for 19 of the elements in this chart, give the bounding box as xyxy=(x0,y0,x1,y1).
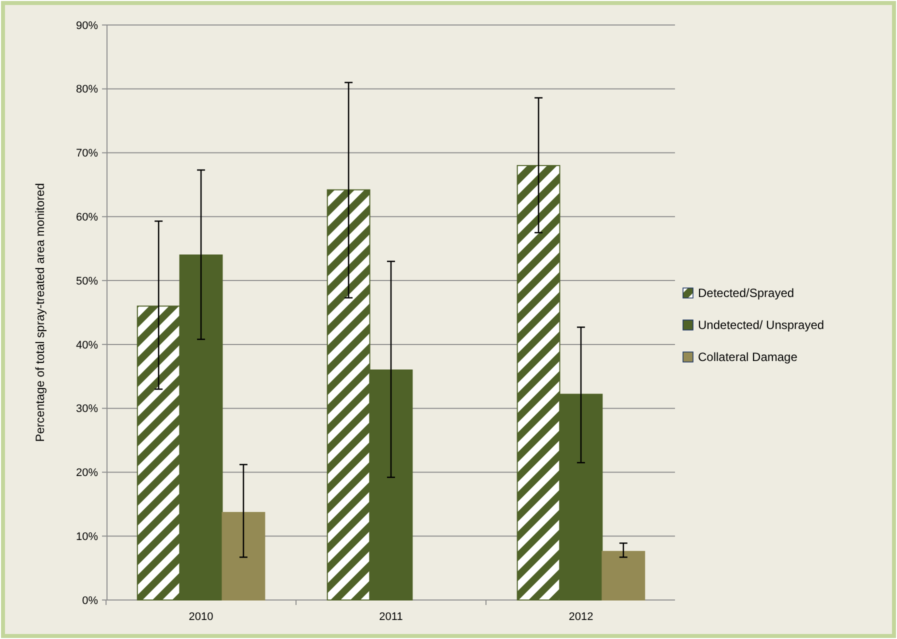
y-tick-label: 10% xyxy=(76,530,98,543)
x-tick-label: 2011 xyxy=(379,611,403,623)
y-axis-title: Percentage of total spray-treated area monitored xyxy=(33,183,47,442)
y-tick-label: 20% xyxy=(76,467,98,480)
y-tick-label: 30% xyxy=(76,403,98,416)
y-tick-label: 0% xyxy=(82,594,98,607)
y-tick-label: 90% xyxy=(76,20,98,32)
x-tick-label: 2012 xyxy=(568,611,594,623)
y-tick-label: 70% xyxy=(76,148,98,160)
x-tick-label: 2010 xyxy=(188,611,214,623)
bar xyxy=(602,550,646,600)
y-tick-label: 80% xyxy=(76,84,98,96)
y-tick-label: 60% xyxy=(76,212,98,224)
legend-label: Collateral Damage xyxy=(698,350,798,364)
legend-label: Detected/Sprayed xyxy=(698,286,794,300)
bar xyxy=(222,512,266,600)
legend-label: Undetected/ Unsprayed xyxy=(698,318,824,332)
y-tick-label: 40% xyxy=(76,339,98,352)
y-tick-label: 50% xyxy=(76,275,98,288)
